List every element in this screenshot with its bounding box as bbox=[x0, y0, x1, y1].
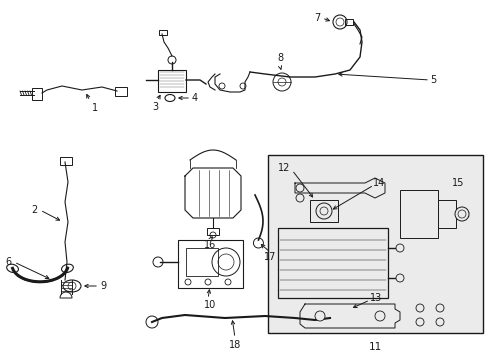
Text: 5: 5 bbox=[429, 75, 435, 85]
Text: 2: 2 bbox=[32, 205, 38, 215]
Circle shape bbox=[435, 318, 443, 326]
Text: 18: 18 bbox=[228, 340, 241, 350]
Text: 13: 13 bbox=[369, 293, 382, 303]
Bar bbox=[206, 228, 219, 235]
Circle shape bbox=[435, 304, 443, 312]
Bar bbox=[115, 87, 127, 96]
Circle shape bbox=[395, 274, 403, 282]
Bar bbox=[278, 228, 387, 298]
Text: 14: 14 bbox=[372, 178, 385, 188]
Bar bbox=[267, 155, 482, 333]
Circle shape bbox=[415, 304, 423, 312]
Bar bbox=[159, 30, 167, 35]
Bar bbox=[158, 70, 185, 92]
Circle shape bbox=[415, 318, 423, 326]
Text: 15: 15 bbox=[451, 178, 464, 188]
Text: 8: 8 bbox=[276, 53, 283, 63]
Bar bbox=[60, 157, 72, 165]
Circle shape bbox=[295, 194, 304, 202]
Circle shape bbox=[314, 311, 325, 321]
Bar bbox=[32, 88, 42, 100]
Circle shape bbox=[395, 244, 403, 252]
Text: 16: 16 bbox=[203, 240, 216, 250]
Circle shape bbox=[454, 207, 468, 221]
Bar bbox=[345, 19, 352, 25]
Bar bbox=[309, 200, 337, 222]
Circle shape bbox=[374, 311, 384, 321]
Bar bbox=[437, 200, 455, 228]
Text: 9: 9 bbox=[100, 281, 106, 291]
Text: 17: 17 bbox=[263, 252, 276, 262]
Circle shape bbox=[315, 203, 331, 219]
Text: 11: 11 bbox=[367, 342, 381, 352]
Bar bbox=[185, 248, 218, 276]
Text: 12: 12 bbox=[277, 163, 289, 173]
Text: 3: 3 bbox=[152, 102, 158, 112]
Text: 7: 7 bbox=[313, 13, 319, 23]
Bar bbox=[178, 240, 243, 288]
Bar bbox=[399, 190, 437, 238]
Text: 6: 6 bbox=[6, 257, 12, 267]
Circle shape bbox=[295, 184, 304, 192]
Text: 10: 10 bbox=[203, 300, 216, 310]
Text: 1: 1 bbox=[92, 103, 98, 113]
Text: 4: 4 bbox=[192, 93, 198, 103]
